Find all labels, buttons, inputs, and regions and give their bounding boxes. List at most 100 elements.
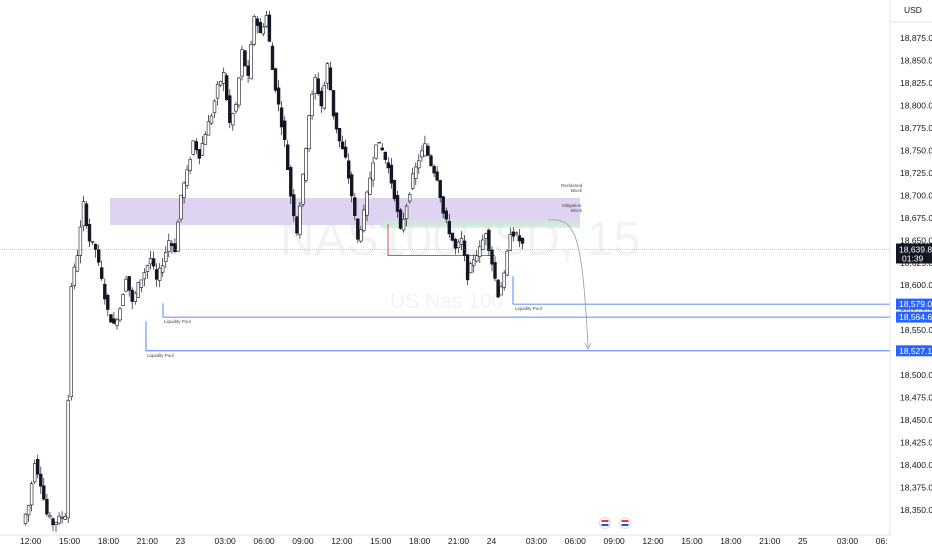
candle-up	[401, 219, 406, 231]
candle-up	[63, 516, 67, 520]
price-tick-label: 18,600.0	[900, 280, 932, 290]
us-flag-stripe	[621, 524, 629, 526]
mitigation-block-zone[interactable]	[380, 220, 580, 228]
candle-down	[398, 209, 403, 229]
time-tick-label: 09:00	[292, 536, 314, 546]
candle-up	[365, 191, 369, 216]
candle-up	[66, 400, 70, 519]
candle-up	[237, 77, 241, 106]
candle-up	[417, 160, 421, 169]
time-tick-label: 18:00	[720, 536, 742, 546]
price-tick-label: 18,400.0	[900, 460, 932, 470]
candle-up	[359, 229, 363, 242]
annotation-label: Liquidity Pool	[515, 306, 542, 311]
price-tick-label: 18,425.0	[900, 438, 932, 448]
candle-up	[377, 142, 381, 144]
candle-up	[374, 144, 378, 159]
time-tick-label: 18:00	[98, 536, 120, 546]
price-axis[interactable]: USD 18,875.0 18,850.0 18,825.0 18,800.0 18,77…	[889, 0, 932, 550]
candle-down	[289, 167, 293, 197]
candle-up	[404, 205, 409, 219]
candle-up	[410, 173, 415, 189]
candle-up	[81, 201, 86, 227]
candle-up	[514, 232, 519, 235]
candle-down	[151, 258, 156, 267]
price-level-tag[interactable]	[896, 311, 932, 323]
candle-down	[292, 194, 296, 217]
current-price-tag[interactable]	[896, 243, 932, 264]
candle-down	[243, 50, 247, 67]
candle-down	[316, 78, 320, 94]
candle-down	[84, 203, 89, 226]
candle-down	[395, 195, 400, 212]
price-tick-label: 18,350.0	[900, 505, 932, 515]
candle-up	[57, 515, 61, 524]
price-tick-label: 18,800.0	[900, 100, 932, 110]
candle-up	[304, 148, 308, 181]
candle-down	[45, 498, 49, 515]
candle-down	[511, 231, 515, 237]
time-tick-label: 06:00	[253, 536, 275, 546]
candle-up	[115, 319, 119, 326]
candle-down	[517, 235, 522, 242]
projection-arrow[interactable]	[547, 219, 592, 350]
candle-down	[346, 160, 351, 179]
candle-up	[222, 72, 226, 84]
candle-up	[478, 246, 482, 257]
candle-up	[301, 173, 305, 205]
time-tick-label: 23	[176, 536, 186, 546]
candle-down	[441, 196, 445, 214]
candle-down	[285, 144, 290, 171]
us-flag-stripe	[601, 520, 609, 522]
candle-down	[438, 180, 442, 198]
candle-up	[54, 521, 58, 525]
candle-down	[273, 68, 278, 91]
us-flag-icon[interactable]	[599, 517, 611, 529]
us-flag-stripe	[601, 524, 609, 526]
candle-up	[60, 517, 64, 519]
candle-down	[112, 318, 116, 324]
candle-up	[362, 209, 366, 231]
time-tick-label: 09:00	[604, 536, 626, 546]
candle-down	[353, 197, 357, 216]
candle-up	[90, 241, 95, 243]
price-level-tag[interactable]	[896, 345, 932, 357]
candle-down	[295, 216, 299, 234]
candle-up	[368, 177, 372, 195]
candle-up	[298, 205, 302, 235]
candle-down	[225, 75, 229, 101]
candle-up	[484, 233, 488, 239]
candle-down	[465, 254, 470, 281]
candle-down	[383, 151, 387, 160]
candle-down	[127, 276, 131, 291]
candle-up	[145, 265, 150, 272]
candle-down	[173, 243, 177, 253]
time-tick-label: 25	[798, 536, 808, 546]
candle-down	[429, 155, 433, 166]
candle-down	[462, 240, 467, 256]
candle-down	[432, 166, 436, 174]
candle-down	[349, 174, 354, 197]
candle-up	[188, 159, 192, 171]
time-axis[interactable]: 12:00 15:00 18:00 21:00 23 03:00 06:00 09:00 12:…	[0, 534, 890, 550]
price-tick-label: 18,825.0	[900, 78, 932, 88]
price-axis-bg	[890, 0, 932, 550]
price-level-tag[interactable]	[896, 298, 932, 310]
price-tick-label: 18,675.0	[900, 213, 932, 223]
candle-up	[249, 44, 253, 80]
candle-down	[35, 458, 40, 475]
candle-down	[228, 95, 232, 123]
candle-up	[325, 63, 330, 84]
candle-up	[407, 194, 412, 202]
price-tick-label: 18,475.0	[900, 393, 932, 403]
candle-up	[118, 308, 122, 321]
event-flags[interactable]	[599, 517, 631, 529]
time-tick-label: 21:00	[759, 536, 781, 546]
projection-path[interactable]	[547, 219, 589, 348]
us-flag-icon[interactable]	[619, 517, 631, 529]
candle-down	[337, 128, 342, 142]
candle-down	[97, 249, 101, 263]
candle-down	[328, 67, 333, 91]
order-block-zones[interactable]	[110, 198, 580, 228]
